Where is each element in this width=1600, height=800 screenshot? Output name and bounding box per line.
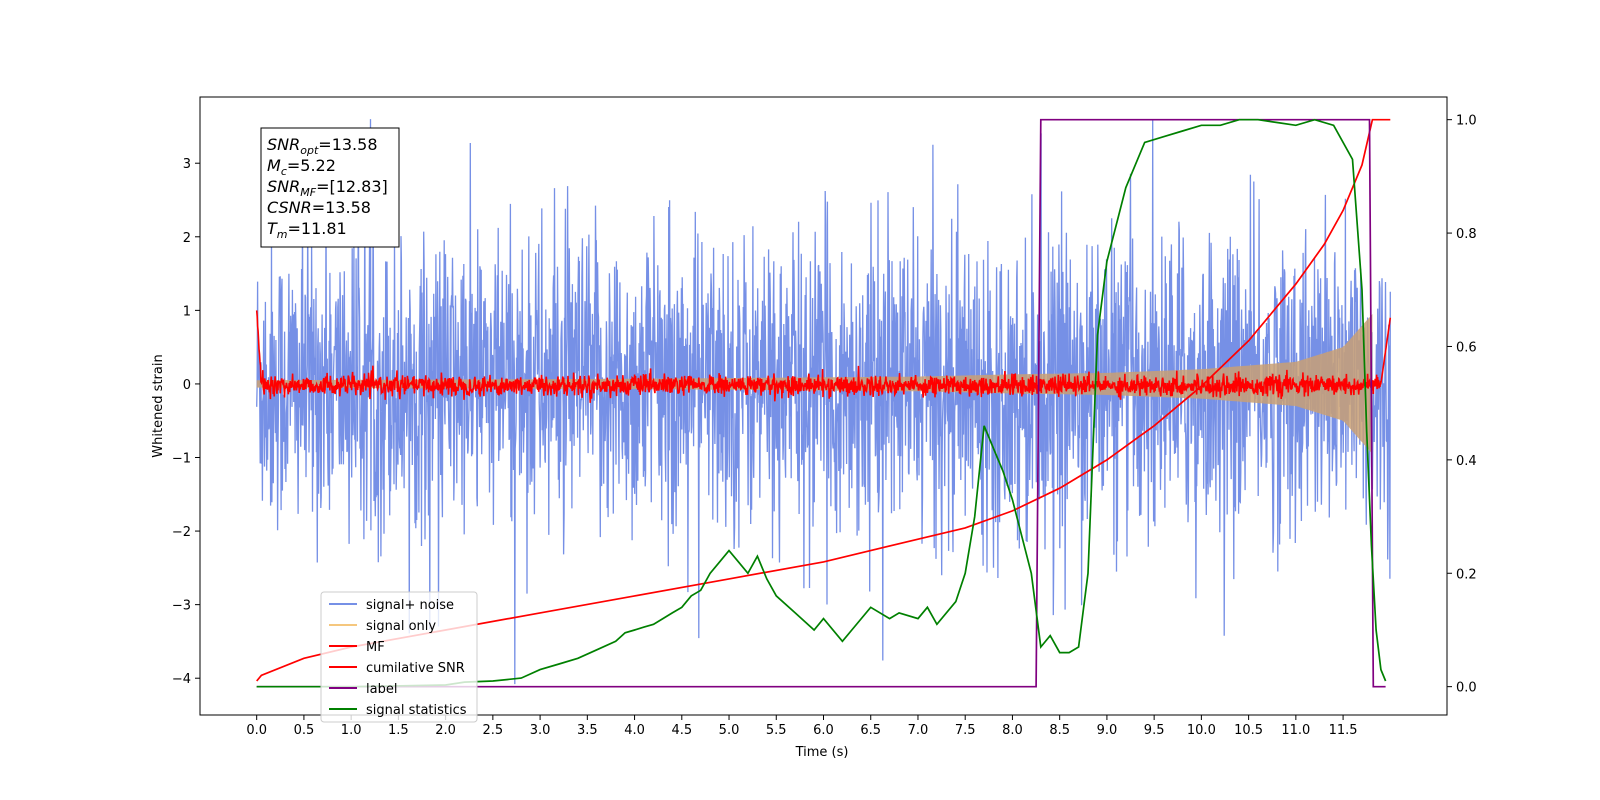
- x-tick-label: 5.0: [719, 723, 740, 738]
- x-tick-label: 9.0: [1097, 723, 1118, 738]
- y-tick-label: 1: [183, 304, 191, 319]
- y-tick-label: −3: [172, 599, 191, 614]
- x-axis: 0.0 0.5 1.0 1.5 2.0 2.5 3.0 3.5 4.0 4.5 5.0 5.5 6.0 6…: [246, 715, 1358, 738]
- y-tick-label: 0: [183, 378, 191, 393]
- x-axis-label: Time (s): [795, 745, 849, 760]
- info-box: SNRopt=13.58Mc=5.22SNRMF=[12.83]CSNR=13.…: [260, 127, 400, 248]
- y-tick-label: −4: [172, 672, 191, 687]
- x-tick-label: 6.5: [860, 723, 881, 738]
- y-axis-label: Whitened strain: [151, 354, 166, 457]
- series-mf-line: [255, 310, 1392, 403]
- x-tick-label: 4.0: [624, 723, 645, 738]
- legend-entry: label: [366, 682, 397, 697]
- x-tick-label: 3.5: [577, 723, 598, 738]
- info-box-line: CSNR=13.58: [267, 198, 371, 217]
- x-tick-label: 8.5: [1049, 723, 1070, 738]
- y-tick-label: 3: [183, 157, 191, 172]
- series-label-line: [256, 118, 1386, 688]
- y-tick-label: 2: [183, 231, 191, 246]
- legend-entry: MF: [366, 640, 385, 655]
- info-box-frame: [260, 127, 400, 248]
- y2-tick-label: 1.0: [1456, 114, 1477, 129]
- x-tick-label: 1.5: [388, 723, 409, 738]
- x-tick-label: 11.0: [1281, 723, 1310, 738]
- x-tick-label: 0.0: [246, 723, 267, 738]
- legend-entry: signal statistics: [366, 703, 467, 718]
- x-tick-label: 5.5: [766, 723, 787, 738]
- y2-tick-label: 0.2: [1456, 567, 1477, 582]
- y-tick-label: −2: [172, 525, 191, 540]
- x-tick-label: 1.0: [341, 723, 362, 738]
- info-box-line: SNRMF=[12.83]: [267, 177, 388, 199]
- y2-tick-label: 0.6: [1456, 340, 1477, 355]
- info-box-line: SNRopt=13.58: [267, 135, 378, 157]
- info-box-line: Tm=11.81: [267, 219, 347, 241]
- y2-tick-label: 0.0: [1456, 681, 1477, 696]
- x-tick-label: 6.0: [813, 723, 834, 738]
- y-axis-left: −4 −3 −2 −1 0 1 2 3: [172, 157, 200, 687]
- x-tick-label: 7.5: [955, 723, 976, 738]
- x-tick-label: 10.5: [1234, 723, 1263, 738]
- info-box-line: Mc=5.22: [267, 156, 336, 178]
- legend-frame: [320, 591, 478, 723]
- y2-tick-label: 0.8: [1456, 227, 1477, 242]
- legend-entry: signal+ noise: [366, 598, 454, 613]
- x-tick-label: 0.5: [294, 723, 315, 738]
- legend-entry: cumilative SNR: [366, 661, 465, 676]
- y-axis-right: 0.0 0.2 0.4 0.6 0.8 1.0: [1447, 114, 1477, 696]
- x-tick-label: 4.5: [671, 723, 692, 738]
- y-tick-label: −1: [172, 452, 191, 467]
- x-tick-label: 9.5: [1144, 723, 1165, 738]
- x-tick-label: 10.0: [1187, 723, 1216, 738]
- x-tick-label: 11.5: [1329, 723, 1358, 738]
- y2-tick-label: 0.4: [1456, 454, 1477, 469]
- x-tick-label: 3.0: [530, 723, 551, 738]
- series-signal-statistics-line: [256, 118, 1387, 688]
- x-tick-label: 7.0: [908, 723, 929, 738]
- x-tick-label: 2.5: [483, 723, 504, 738]
- x-tick-label: 2.0: [435, 723, 456, 738]
- legend: signal+ noise signal only MF cumilative SNR…: [320, 591, 478, 723]
- legend-entry: signal only: [366, 619, 436, 634]
- x-tick-label: 8.0: [1002, 723, 1023, 738]
